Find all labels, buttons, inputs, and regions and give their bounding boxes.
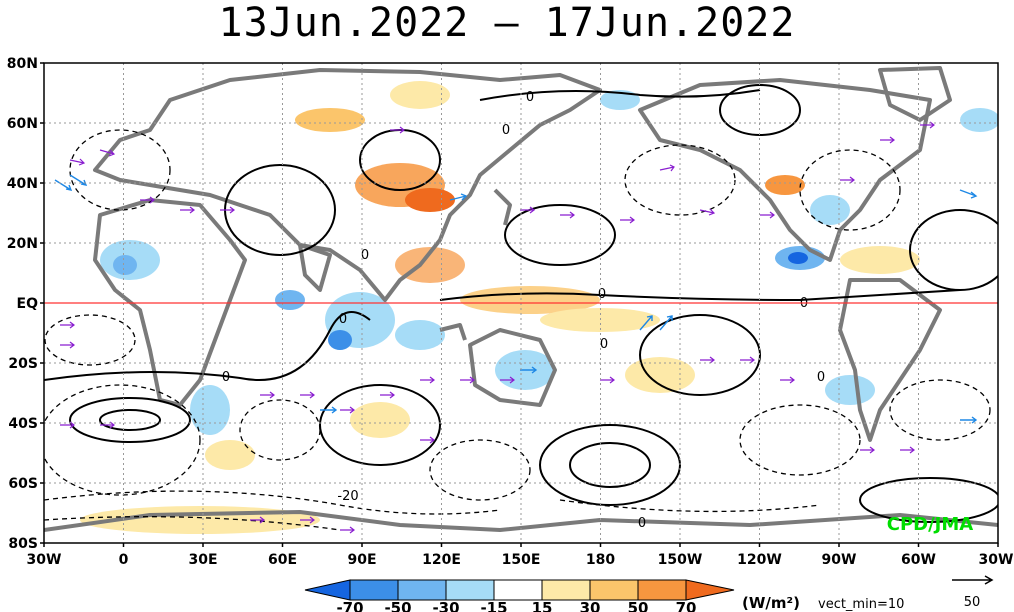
colorbar-segment	[445, 579, 495, 601]
lon-label: 120W	[737, 552, 782, 568]
colorbar-segment	[589, 579, 639, 601]
contour-label: 0	[598, 287, 606, 302]
colorbar-segment	[685, 579, 735, 601]
lat-label: 80S	[8, 536, 38, 552]
contour-label: 0	[600, 337, 608, 352]
lon-label: 60E	[268, 552, 297, 568]
lon-label: 150E	[502, 552, 541, 568]
lat-label: 20S	[8, 356, 38, 372]
lon-label: 180	[586, 552, 615, 568]
colorbar-segment	[493, 579, 543, 601]
lon-label: 90W	[822, 552, 857, 568]
lon-label: 60W	[901, 552, 936, 568]
colorbar: -70 -50 -30 -15 15 30 50 70	[304, 579, 735, 612]
contour-label: 0	[526, 90, 534, 105]
contour-label: 0	[502, 123, 510, 138]
vect-min-label: vect_min=10	[818, 597, 904, 612]
colorbar-tick: -50	[384, 599, 411, 612]
lon-label: 30W	[979, 552, 1014, 568]
reference-vector-label: 50	[964, 595, 981, 610]
contour-labels: 0 0 0 0 0 0 0 0 0 -20 0	[222, 90, 825, 531]
lat-label: 80N	[7, 56, 38, 72]
graticule	[44, 63, 998, 543]
lat-label: EQ	[17, 296, 39, 312]
contour-label: -20	[337, 489, 358, 504]
contour-label: 0	[638, 516, 646, 531]
colorbar-tick: 70	[676, 599, 697, 612]
lat-label: 60S	[8, 476, 38, 492]
cpd-jma-watermark: CPD/JMA	[887, 514, 974, 535]
solid-contours	[44, 84, 998, 523]
contour-label: 0	[361, 248, 369, 263]
lat-label: 20N	[7, 236, 38, 252]
contour-label: 0	[339, 312, 347, 327]
coastlines	[44, 66, 998, 532]
dashed-contours	[44, 129, 991, 531]
colorbar-tick: 50	[628, 599, 649, 612]
reference-arrow-icon	[952, 575, 994, 585]
strong-wind-vectors	[54, 174, 978, 424]
contour-label: 0	[817, 370, 825, 385]
lon-label: 0	[119, 552, 129, 568]
wind-vectors	[60, 121, 935, 534]
lon-label: 30W	[27, 552, 62, 568]
colorbar-tick: -30	[432, 599, 459, 612]
latitude-labels: 80N 60N 40N 20N EQ 20S 40S 60S 80S	[7, 56, 38, 552]
lon-label: 150W	[658, 552, 703, 568]
colorbar-segment	[349, 579, 399, 601]
colorbar-tick: 30	[580, 599, 601, 612]
contour-label: 0	[222, 370, 230, 385]
longitude-labels: 30W 0 30E 60E 90E 120E 150E 180 150W 120…	[27, 552, 1014, 568]
tick-marks	[40, 62, 999, 547]
reference-vector: 50	[952, 575, 994, 610]
colorbar-segment	[304, 579, 351, 601]
lon-label: 30E	[188, 552, 217, 568]
colorbar-tick: -15	[480, 599, 507, 612]
colorbar-tick: 15	[532, 599, 553, 612]
lat-label: 60N	[7, 116, 38, 132]
lat-label: 40S	[8, 416, 38, 432]
lon-label: 120E	[422, 552, 461, 568]
map-title: 13Jun.2022 – 17Jun.2022	[218, 0, 796, 46]
colorbar-tick: -70	[336, 599, 363, 612]
lon-label: 90E	[347, 552, 376, 568]
colorbar-segment	[541, 579, 591, 601]
unit-label: (W/m²)	[742, 594, 800, 612]
lat-label: 40N	[7, 176, 38, 192]
colorbar-segment	[397, 579, 447, 601]
colorbar-segment	[637, 579, 687, 601]
